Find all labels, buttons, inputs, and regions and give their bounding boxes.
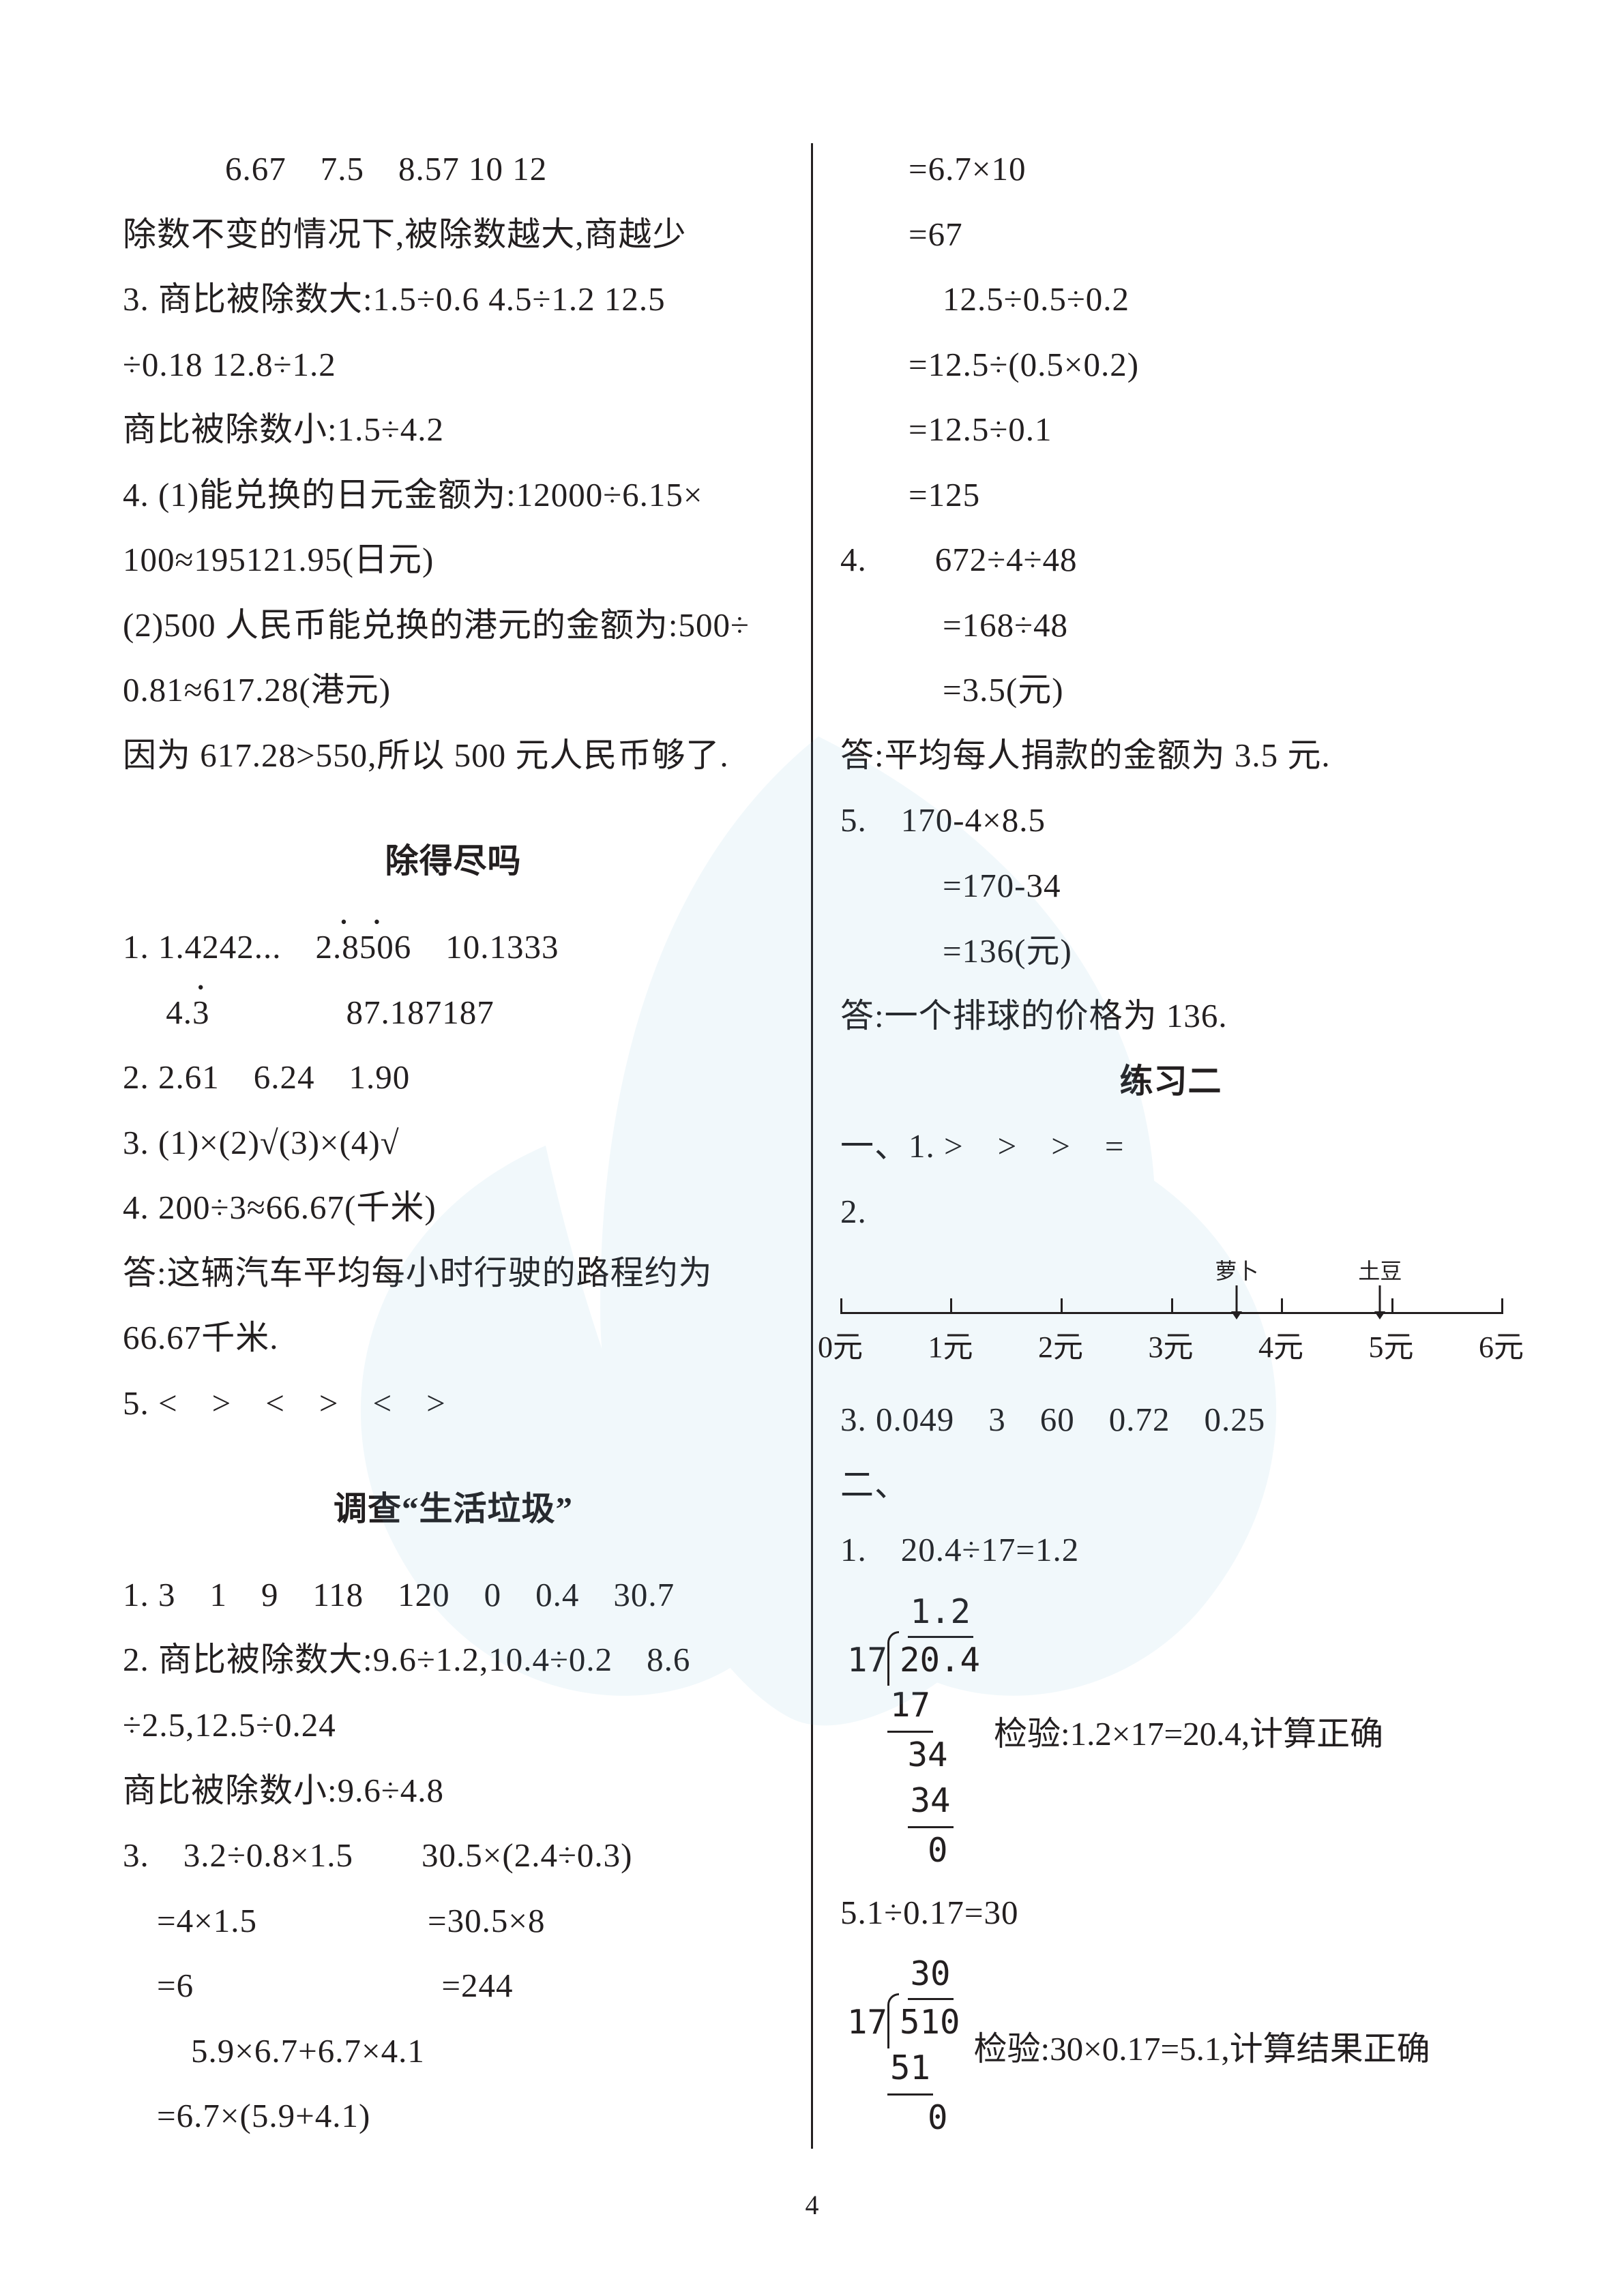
ld-step: 51 (887, 2046, 933, 2096)
page: 6.67 7.5 8.57 10 12 除数不变的情况下,被除数越大,商越少 3… (0, 0, 1624, 2296)
ld-divisor: 17 (847, 2003, 887, 2042)
ld-check: 检验:30×0.17=5.1,计算结果正确 (974, 2022, 1430, 2070)
text-line: 5. 170-4×8.5 (840, 788, 1501, 853)
text-line: (2)500 人民币能兑换的港元的金额为:500÷ (123, 593, 784, 658)
text-line: 5.1÷0.17=30 (840, 1880, 1501, 1945)
text-line: 因为 617.28>550,所以 500 元人民币够了. (123, 723, 784, 788)
right-column: =6.7×10 =67 12.5÷0.5÷0.2 =12.5÷(0.5×0.2)… (840, 136, 1501, 2149)
long-division-2: 30 17 510 51 0 检验:30×0.17=5.1,计算结果正确 (840, 1945, 1501, 2147)
text-line: =170-34 (840, 853, 1501, 919)
page-number: 4 (806, 2189, 819, 2221)
text-line: 二、 (840, 1452, 1501, 1518)
numberline-label: 3元 (1149, 1322, 1194, 1366)
text-line: 4. 672÷4÷48 (840, 527, 1501, 593)
repeating-decimal: 2.8506 (316, 914, 412, 980)
text-line: 除数不变的情况下,被除数越大,商越少 (123, 202, 784, 267)
text-line: =136(元) (840, 919, 1501, 984)
numberline-marker: 萝卜 (1209, 1254, 1264, 1320)
ld-step: 34 (908, 1778, 954, 1828)
text-line: =67 (840, 202, 1501, 267)
ld-step: 17 (887, 1683, 933, 1733)
text-line: =6.7×10 (840, 136, 1501, 202)
text-line: 1. 1.4242... 2.8506 10.1333 (123, 914, 784, 980)
text-line: 4. 200÷3≈66.67(千米) (123, 1175, 784, 1240)
number-line: 0元1元2元3元4元5元6元萝卜土豆 (840, 1230, 1501, 1387)
ld-dividend: 510 (900, 2003, 960, 2042)
numberline-marker: 土豆 (1353, 1254, 1407, 1320)
numberline-tick (1281, 1298, 1283, 1314)
numberline-tick (1171, 1298, 1173, 1314)
text-line: =6.7×(5.9+4.1) (123, 2083, 784, 2149)
text-line: =3.5(元) (840, 657, 1501, 723)
text-line: =12.5÷(0.5×0.2) (840, 332, 1501, 398)
numberline-label: 0元 (818, 1322, 863, 1366)
text-line: 答:这辆汽车平均每小时行驶的路程约为 (123, 1240, 784, 1306)
long-division-1: 1.2 1720.4 17 34 34 0 检验:1.2×17=20.4,计算正… (840, 1583, 1501, 1880)
text-line: 100≈195121.95(日元) (123, 527, 784, 593)
text-line: 3. 商比被除数大:1.5÷0.6 4.5÷1.2 12.5 (123, 267, 784, 332)
text-line: 66.67千米. (123, 1305, 784, 1371)
numberline-tick (950, 1298, 952, 1314)
text-line: 一、1. > > > = (840, 1114, 1501, 1179)
section-title: 练习二 (840, 1049, 1501, 1114)
text-line: =4×1.5 =30.5×8 (123, 1888, 784, 1954)
text-line: ÷0.18 12.8÷1.2 (123, 332, 784, 398)
numberline-label: 2元 (1038, 1322, 1083, 1366)
text-line: =168÷48 (840, 593, 1501, 658)
text-span: 4. (123, 994, 192, 1031)
text-line: =12.5÷0.1 (840, 397, 1501, 462)
numberline-label: 1元 (928, 1322, 973, 1366)
text-line: 5. < > < > < > (123, 1371, 784, 1436)
ld-dividend: 20.4 (900, 1641, 980, 1680)
repeating-digit: 3 (192, 980, 210, 1045)
text-line: 12.5÷0.5÷0.2 (840, 267, 1501, 332)
text-line: 3. (1)×(2)√(3)×(4)√ (123, 1110, 784, 1176)
numberline-tick (840, 1298, 842, 1314)
text-line: =6 =244 (123, 1953, 784, 2018)
ld-quotient: 1.2 (908, 1590, 974, 1638)
text-line: 4.3 87.187187 (123, 980, 784, 1045)
ld-step: 0 (928, 1831, 948, 1870)
text-line: 商比被除数小:9.6÷4.8 (123, 1758, 784, 1823)
text-line: 2. 商比被除数大:9.6÷1.2,10.4÷0.2 8.6 (123, 1627, 784, 1693)
text-span: 10.1333 (411, 928, 559, 966)
text-line: 1. 3 1 9 118 120 0 0.4 30.7 (123, 1562, 784, 1628)
ld-step: 0 (928, 2098, 948, 2137)
numberline-tick (1501, 1298, 1503, 1314)
numberline-tick (1061, 1298, 1063, 1314)
text-line: 0.81≈617.28(港元) (123, 657, 784, 723)
text-line: 3. 3.2÷0.8×1.5 30.5×(2.4÷0.3) (123, 1823, 784, 1888)
text-line: 5.9×6.7+6.7×4.1 (123, 2018, 784, 2084)
column-divider (811, 143, 813, 2149)
text-line: 答:平均每人捐款的金额为 3.5 元. (840, 723, 1501, 788)
section-title: 除得尽吗 (123, 829, 784, 894)
numberline-label: 5元 (1369, 1322, 1414, 1366)
text-line: 4. (1)能兑换的日元金额为:12000÷6.15× (123, 462, 784, 528)
text-line: 2. 2.61 6.24 1.90 (123, 1045, 784, 1110)
ld-quotient: 30 (908, 1952, 954, 2000)
two-column-layout: 6.67 7.5 8.57 10 12 除数不变的情况下,被除数越大,商越少 3… (123, 136, 1501, 2149)
text-line: 3. 0.049 3 60 0.72 0.25 (840, 1387, 1501, 1452)
ld-divisor: 17 (847, 1641, 887, 1680)
text-span: 87.187187 (210, 994, 494, 1031)
text-line: =125 (840, 462, 1501, 528)
left-column: 6.67 7.5 8.57 10 12 除数不变的情况下,被除数越大,商越少 3… (123, 136, 784, 2149)
text-line: ÷2.5,12.5÷0.24 (123, 1693, 784, 1758)
section-title: 调查“生活垃圾” (123, 1476, 784, 1542)
text-line: 1. 20.4÷17=1.2 (840, 1517, 1501, 1583)
ld-step: 34 (908, 1735, 948, 1774)
numberline-label: 6元 (1479, 1322, 1524, 1366)
text-line: 6.67 7.5 8.57 10 12 (123, 136, 784, 202)
text-line: 答:一个排球的价格为 136. (840, 983, 1501, 1049)
text-line: 商比被除数小:1.5÷4.2 (123, 397, 784, 462)
ld-check: 检验:1.2×17=20.4,计算正确 (994, 1707, 1383, 1755)
numberline-label: 4元 (1258, 1322, 1303, 1366)
text-span: 1. 1.4242... (123, 928, 316, 966)
